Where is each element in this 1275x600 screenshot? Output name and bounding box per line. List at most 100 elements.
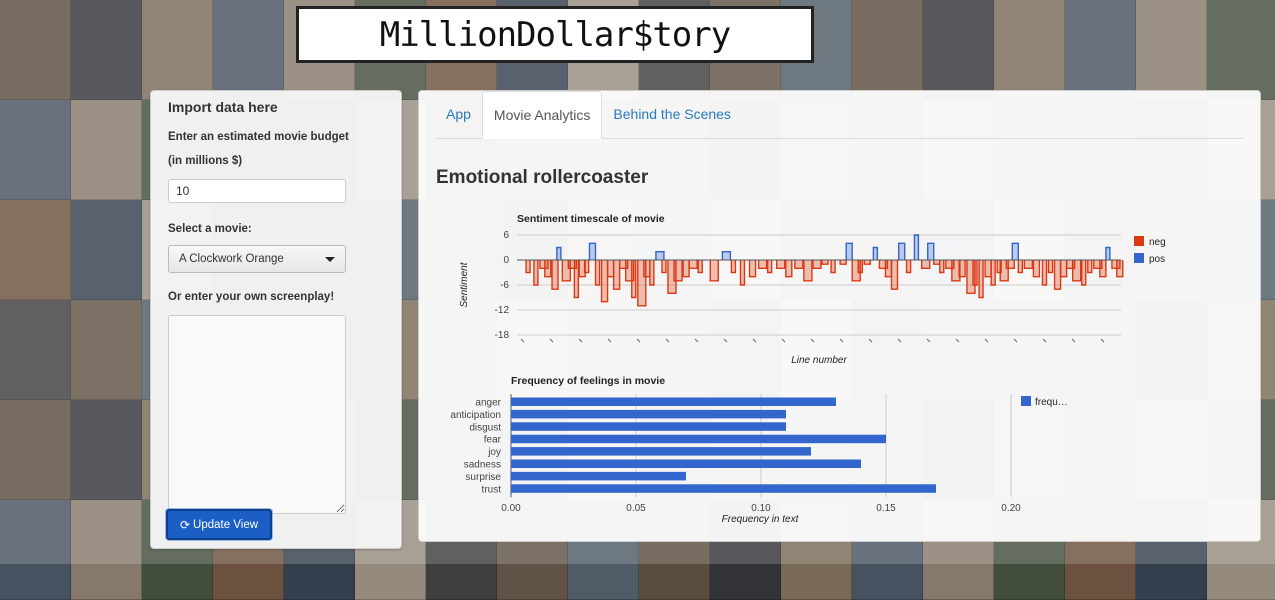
legend-pos-swatch [1134,253,1144,263]
neg-line-mark [996,260,1002,274]
pos-line-mark [872,246,879,260]
neg-line-mark [1023,260,1034,270]
neg-line-mark [766,260,773,274]
neg-line-mark [625,260,635,282]
neg-line-mark [945,260,955,270]
neg-area-mark [822,260,829,265]
neg-line-mark [999,260,1009,282]
neg-line-mark [1111,260,1121,270]
neg-line-mark [920,260,931,270]
neg-area-mark [959,260,966,277]
freq-x-tick-label: 0.20 [1001,503,1021,514]
neg-area-mark [776,260,785,269]
neg-line-mark [709,260,719,282]
pos-line-mark [927,242,935,260]
freq-x-tick-label: 0.15 [876,503,896,514]
neg-area-mark [649,260,654,285]
neg-line-mark [748,260,757,278]
neg-line-mark [1005,260,1015,270]
neg-line-mark [776,260,786,270]
freq-bar [511,447,811,456]
neg-line-mark [857,260,863,274]
movie-select-dropdown[interactable]: A Clockwork Orange [168,245,346,273]
neg-area-mark [1093,260,1102,269]
y-tick-label: -12 [495,305,510,316]
neg-area-mark [544,260,551,277]
tab-app[interactable]: App [446,106,471,122]
pos-line-mark [1011,242,1019,260]
screenplay-textarea[interactable] [168,315,346,514]
update-view-button[interactable]: ⟳ Update View [166,509,272,540]
neg-area-mark [852,260,861,281]
neg-area-mark [945,260,954,269]
sentiment-timescale-chart: Sentiment timescale of movie 6 0 -6 -12 … [459,213,1166,366]
neg-line-mark [661,260,667,274]
neg-line-mark [618,260,629,270]
y-tick-label: -6 [500,280,509,291]
freq-chart-title: Frequency of feelings in movie [511,375,665,387]
neg-area-mark [562,260,571,281]
neg-line-mark [1099,260,1107,278]
pos-line-mark [721,250,732,260]
x-tick-mark [839,338,844,343]
neg-line-mark [905,260,912,274]
sentiment-chart-title: Sentiment timescale of movie [517,213,665,225]
tab-movie-analytics[interactable]: Movie Analytics [481,91,603,139]
tab-bar: App Movie Analytics Behind the Scenes [435,91,1244,139]
neg-area-mark [885,260,892,277]
neg-area-mark [631,260,636,298]
pos-line-mark [913,234,920,260]
app-title-banner: MillionDollar$tory [296,6,814,63]
poster-tile [71,300,142,400]
freq-category-label: surprise [465,472,501,483]
neg-line-mark [1065,260,1076,270]
tab-behind-the-scenes[interactable]: Behind the Scenes [613,106,731,122]
budget-label: Enter an estimated movie budget [168,131,349,143]
poster-tile [994,0,1065,100]
neg-line-mark [649,260,655,286]
neg-area-mark [840,260,847,265]
neg-area-mark [906,260,911,273]
x-tick-mark [520,338,525,343]
poster-tile [1065,0,1136,100]
neg-area-mark [637,260,646,306]
neg-area-mark [879,260,888,269]
neg-area-mark [939,260,944,273]
poster-tile [142,0,213,100]
neg-line-mark [697,260,703,274]
x-tick-mark [868,338,873,343]
neg-line-mark [573,260,580,299]
neg-area-mark [1018,260,1023,273]
neg-area-mark [601,260,608,302]
budget-input[interactable] [168,179,346,203]
neg-line-mark [951,260,961,282]
poster-tile [71,200,142,300]
neg-area-mark [1072,260,1081,281]
neg-line-mark [1116,260,1124,278]
select-movie-label: Select a movie: [168,223,252,235]
neg-area-mark [526,260,531,273]
neg-line-mark [1041,260,1048,286]
pos-line-mark [898,242,906,260]
freq-bar [511,409,786,419]
poster-tile [0,300,71,400]
x-tick-mark [955,338,960,343]
neg-area-mark [997,260,1002,273]
neg-area-mark [607,260,614,277]
freq-category-label: disgust [469,422,501,433]
x-tick-mark [1071,338,1076,343]
neg-line-mark [830,260,836,274]
freq-bar [511,471,686,481]
neg-line-mark [561,260,571,282]
neg-area-mark [579,260,586,277]
x-tick-mark [752,338,757,343]
neg-line-mark [525,260,531,274]
freq-category-label: sadness [464,460,501,471]
neg-line-mark [890,260,899,290]
pos-area-mark [1012,243,1019,260]
freq-bar [511,434,886,444]
x-axis-title: Line number [791,355,847,366]
main-panel: App Movie Analytics Behind the Scenes Em… [418,90,1261,542]
neg-line-mark [990,260,996,286]
